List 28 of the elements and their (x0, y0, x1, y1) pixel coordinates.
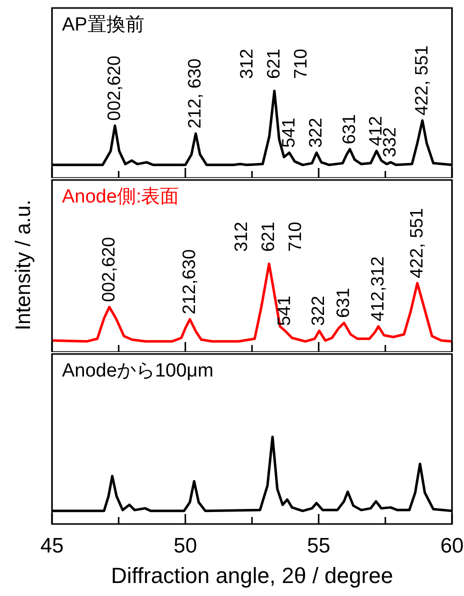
annotation: 002,620 (98, 236, 118, 302)
chart-title: Anode側:表面 (62, 186, 180, 208)
annotation: 312 (231, 222, 252, 252)
annotation: 212,630 (178, 249, 199, 314)
x-tick-label: 55 (306, 534, 330, 558)
annotation: 312 (236, 48, 256, 79)
annotation: 541 (274, 296, 294, 326)
annotation: 541 (278, 118, 298, 148)
annotation: 631 (338, 114, 359, 144)
annotation: 002,620 (104, 56, 124, 121)
annotation: 631 (332, 288, 353, 318)
annotation: 710 (290, 48, 310, 79)
x-tick-label: 45 (40, 534, 64, 558)
annotation: 322 (306, 118, 326, 148)
annotation: 621 (263, 48, 284, 79)
annotation: 710 (285, 222, 306, 252)
y-axis-title: Intensity / a.u. (12, 200, 36, 330)
annotation: 322 (308, 296, 328, 326)
annotation: 621 (258, 222, 278, 252)
chart-title: Anodeから100μm (62, 360, 214, 382)
x-tick-label: 50 (174, 534, 198, 558)
annotation: 422, 551 (406, 208, 426, 278)
chart-title: AP置換前 (62, 14, 144, 36)
x-tick-label: 60 (440, 534, 464, 558)
annotation: 412,312 (367, 256, 388, 322)
annotation: 422, 551 (411, 45, 432, 116)
x-axis-title: Diffraction angle, 2θ / degree (110, 563, 394, 588)
annotation: 212, 630 (184, 58, 205, 129)
